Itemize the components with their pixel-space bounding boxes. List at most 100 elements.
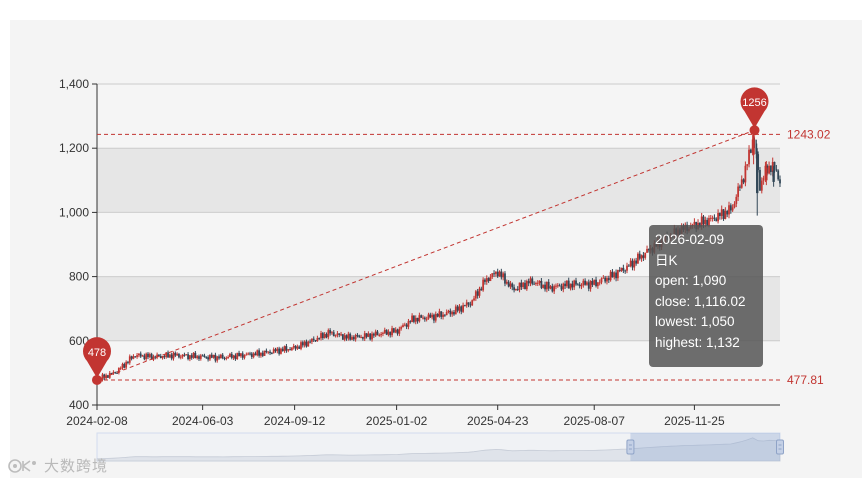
candle-body — [158, 354, 160, 356]
candle-body — [629, 260, 632, 266]
candle-body — [321, 333, 324, 339]
candle-body — [294, 345, 297, 349]
candle-body — [569, 283, 572, 289]
candle-body — [196, 356, 199, 359]
candle-body — [760, 180, 763, 191]
candle-body — [589, 281, 592, 289]
candle-body — [469, 304, 472, 306]
candle-body — [110, 372, 113, 374]
candle-body — [194, 352, 197, 359]
candle-body — [720, 209, 723, 216]
candle-body — [635, 260, 638, 264]
candle-body — [210, 354, 213, 358]
candle-body — [772, 170, 775, 182]
candle-body — [640, 255, 643, 259]
candle-body — [422, 317, 424, 319]
candle-body — [464, 305, 466, 307]
chart-panel: 400 600 800 1,000 1,200 1,400 2024-02-08 2024-… — [10, 20, 862, 478]
candle-body — [502, 273, 505, 278]
zoom-preview-area — [96, 437, 781, 462]
candle-body — [593, 279, 596, 285]
candle-body — [416, 317, 419, 322]
candle-body — [137, 353, 140, 356]
candle-body — [345, 335, 348, 339]
candle-body — [765, 167, 768, 181]
candle-body — [606, 278, 608, 282]
candle-body — [511, 283, 514, 288]
candle-body — [267, 351, 270, 353]
candle-body — [498, 271, 501, 277]
candle-body — [624, 270, 627, 272]
candle-body — [289, 349, 291, 351]
candle-body — [467, 302, 470, 305]
candle-body — [431, 314, 434, 318]
candle-body — [203, 355, 206, 358]
candle-body — [303, 341, 306, 346]
candle-body — [536, 282, 539, 284]
candle-body — [229, 353, 231, 357]
candle-body — [560, 286, 563, 290]
candle-body — [586, 282, 588, 285]
candle-body — [596, 282, 599, 287]
candle-body — [127, 361, 129, 363]
candle-body — [323, 334, 326, 339]
candle-body — [174, 352, 177, 356]
candle-body — [504, 273, 506, 284]
candle-body — [183, 354, 186, 356]
candle-body — [176, 354, 179, 356]
candle-body — [179, 356, 182, 358]
candle-body — [600, 278, 603, 283]
candle-body — [145, 353, 148, 360]
y-tick-label: 800 — [69, 270, 89, 284]
candle-body — [223, 358, 226, 360]
data-zoom-slider[interactable] — [96, 432, 784, 462]
candle-body — [398, 328, 401, 334]
candle-body — [305, 341, 308, 347]
candle-body — [704, 219, 707, 225]
candle-body — [425, 318, 428, 320]
candle-body — [128, 356, 131, 363]
candle-body — [405, 324, 408, 327]
candle-body — [238, 352, 240, 357]
candle-body — [418, 315, 421, 322]
candle-body — [584, 280, 587, 285]
tooltip-highest: highest: 1,132 — [655, 334, 740, 350]
candle-body — [199, 355, 202, 359]
candle-body — [298, 346, 301, 349]
zoom-handle[interactable] — [626, 439, 635, 455]
candle-body — [567, 280, 570, 289]
candle-body — [540, 280, 543, 288]
candle-body — [365, 333, 368, 337]
candle-body — [726, 210, 729, 215]
candle-body — [258, 350, 260, 356]
candle-body — [354, 335, 357, 340]
candle-body — [564, 283, 566, 287]
candle-body — [515, 289, 517, 291]
candle-body — [218, 356, 220, 359]
candle-body — [647, 248, 650, 251]
candle-body — [698, 222, 701, 227]
candle-body — [693, 221, 696, 225]
zoom-handle[interactable] — [776, 439, 784, 455]
candle-body — [637, 253, 639, 264]
mark-point-dot — [92, 374, 102, 385]
candle-body — [148, 354, 151, 358]
candle-body — [715, 218, 718, 222]
y-tick-label: 600 — [69, 334, 89, 348]
candle-body — [618, 270, 621, 272]
candle-body — [752, 135, 755, 155]
candle-body — [307, 341, 310, 347]
candle-body — [769, 165, 772, 172]
candle-body — [733, 203, 736, 208]
candle-body — [152, 356, 155, 360]
candle-body — [611, 271, 614, 278]
candle-body — [320, 333, 322, 339]
candle-body — [108, 372, 111, 378]
candle-body — [165, 352, 168, 357]
candle-body — [341, 334, 344, 340]
candle-body — [374, 331, 377, 336]
candle-body — [573, 280, 576, 288]
candle-body — [360, 337, 362, 339]
candle-body — [409, 321, 412, 323]
candle-body — [602, 277, 605, 279]
